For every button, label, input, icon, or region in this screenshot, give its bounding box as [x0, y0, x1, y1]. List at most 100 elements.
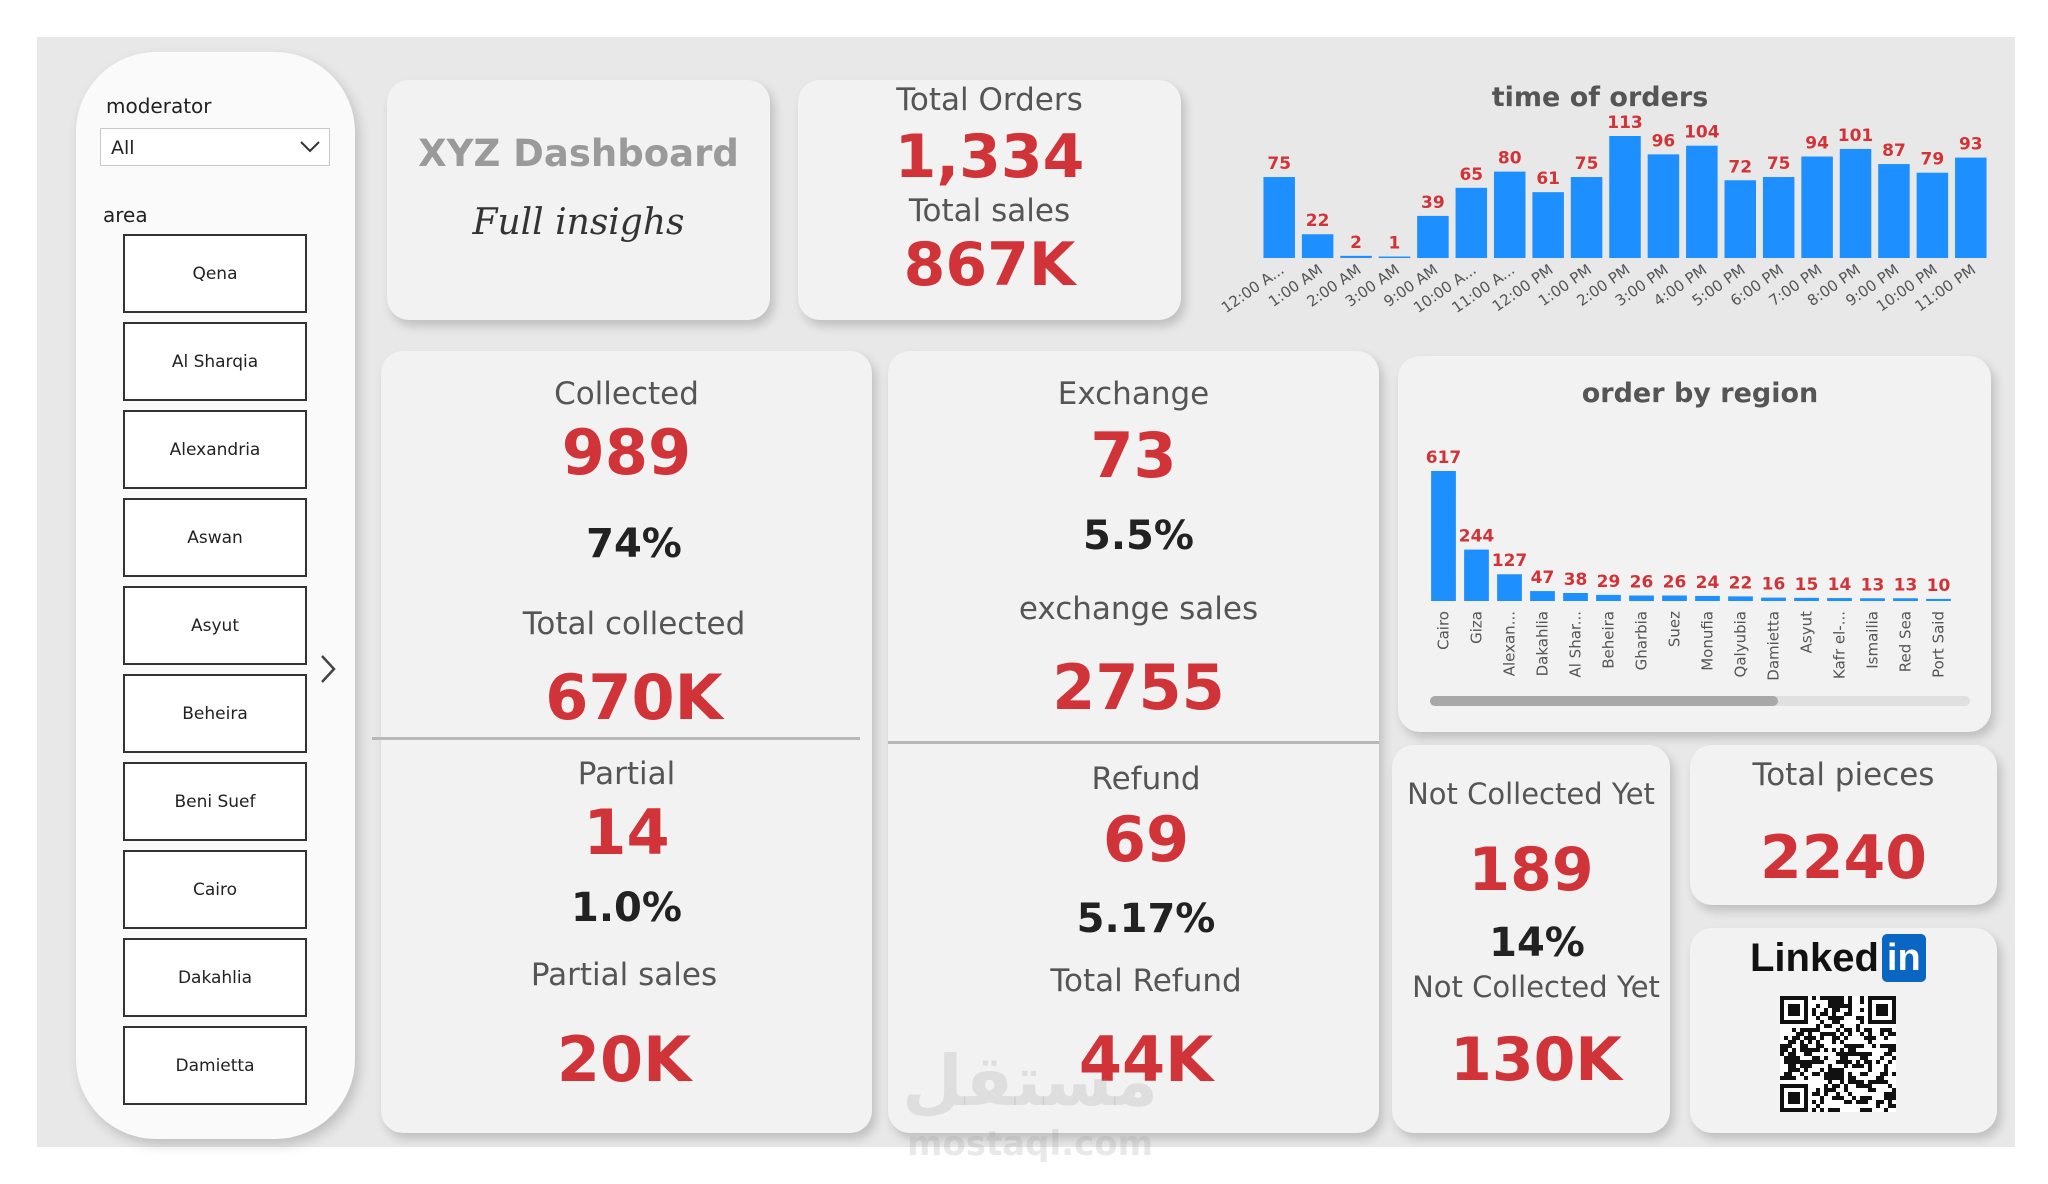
qr-module [1844, 1100, 1848, 1104]
qr-module [1808, 1036, 1812, 1040]
qr-module [1784, 1048, 1788, 1052]
bar-5[interactable] [1455, 187, 1488, 258]
bar-6[interactable] [1493, 171, 1526, 258]
qr-module [1860, 1096, 1864, 1100]
bar-18[interactable] [1955, 157, 1987, 258]
qr-module [1840, 1004, 1844, 1008]
bar-9[interactable] [1609, 136, 1641, 258]
bar-17[interactable] [1916, 172, 1949, 258]
bar-3[interactable] [1530, 591, 1555, 601]
qr-module [1824, 1024, 1828, 1028]
bar-14[interactable] [1893, 598, 1918, 601]
area-button-beni-suef[interactable]: Beni Suef [123, 762, 307, 841]
bar-11[interactable] [1794, 597, 1819, 601]
time-chart-title: time of orders [1492, 82, 1709, 113]
qr-module [1836, 1072, 1840, 1076]
tick-label-8: Monufia [1699, 611, 1717, 671]
bar-7[interactable] [1662, 595, 1687, 601]
area-button-dakahlia[interactable]: Dakahlia [123, 938, 307, 1017]
data-label-9: 22 [1729, 573, 1753, 593]
bar-12[interactable] [1724, 180, 1757, 258]
bar-16[interactable] [1878, 164, 1910, 258]
exchange-percent: 5.5% [1083, 513, 1194, 559]
bar-6[interactable] [1629, 595, 1654, 601]
bar-4[interactable] [1563, 592, 1588, 601]
qr-module [1816, 1088, 1820, 1092]
area-button-aswan[interactable]: Aswan [123, 498, 307, 577]
linkedin-qr-card: Linked in [1690, 928, 1997, 1133]
data-label-14: 94 [1805, 134, 1829, 154]
totals-card: Total Orders 1,334 Total sales 867K [798, 80, 1181, 320]
qr-module [1880, 1076, 1884, 1080]
qr-module [1836, 1020, 1840, 1024]
qr-module [1832, 1016, 1836, 1020]
data-label-2: 127 [1492, 551, 1528, 571]
qr-module [1848, 1100, 1852, 1104]
tick-label-3: Dakahlia [1534, 611, 1552, 676]
qr-module [1880, 1028, 1884, 1032]
bar-5[interactable] [1596, 594, 1621, 601]
qr-module [1888, 1084, 1892, 1088]
qr-module [1784, 1056, 1788, 1060]
linkedin-wordmark: Linked [1750, 935, 1879, 980]
bar-10[interactable] [1761, 597, 1786, 601]
total-refund-value: 44K [1078, 1023, 1214, 1096]
bar-3[interactable] [1378, 256, 1411, 259]
data-label-5: 29 [1597, 572, 1621, 592]
qr-module [1836, 1108, 1840, 1112]
qr-module [1820, 1068, 1824, 1072]
bar-15[interactable] [1839, 148, 1872, 258]
bar-0[interactable] [1263, 177, 1295, 258]
bar-2[interactable] [1497, 574, 1522, 601]
area-button-damietta[interactable]: Damietta [123, 1026, 307, 1105]
bar-1[interactable] [1464, 549, 1489, 601]
qr-module [1848, 1060, 1852, 1064]
bar-8[interactable] [1695, 595, 1720, 601]
qr-module [1832, 1008, 1836, 1012]
area-button-beheira[interactable]: Beheira [123, 674, 307, 753]
qr-module [1860, 1080, 1864, 1084]
area-button-asyut[interactable]: Asyut [123, 586, 307, 665]
bar-15[interactable] [1926, 598, 1951, 601]
moderator-dropdown[interactable]: All [100, 128, 330, 166]
qr-module [1840, 1076, 1844, 1080]
tick-label-2: Alexan... [1501, 611, 1519, 676]
qr-module [1848, 1072, 1852, 1076]
qr-module [1860, 1072, 1864, 1076]
area-button-cairo[interactable]: Cairo [123, 850, 307, 929]
bar-11[interactable] [1686, 145, 1718, 258]
qr-module [1824, 1084, 1828, 1088]
area-button-al-sharqia[interactable]: Al Sharqia [123, 322, 307, 401]
bar-13[interactable] [1762, 177, 1795, 258]
qr-module [1796, 1036, 1800, 1040]
qr-module [1788, 1056, 1792, 1060]
bar-13[interactable] [1860, 598, 1885, 601]
qr-module [1840, 1052, 1844, 1056]
linkedin-logo[interactable]: Linked in [1750, 930, 1926, 986]
qr-module [1796, 1060, 1800, 1064]
qr-module [1816, 1016, 1820, 1020]
bar-10[interactable] [1647, 154, 1680, 258]
qr-code-icon[interactable] [1780, 996, 1896, 1112]
qr-module [1856, 1016, 1860, 1020]
partial-sales-label: Partial sales [530, 957, 718, 993]
chevron-right-icon[interactable] [316, 652, 340, 686]
bar-4[interactable] [1417, 215, 1449, 258]
bar-1[interactable] [1301, 234, 1334, 258]
area-button-alexandria[interactable]: Alexandria [123, 410, 307, 489]
bar-12[interactable] [1827, 598, 1852, 601]
qr-module [1864, 1028, 1868, 1032]
bar-14[interactable] [1801, 156, 1833, 258]
qr-module [1832, 1040, 1836, 1044]
area-button-qena[interactable]: Qena [123, 234, 307, 313]
bar-7[interactable] [1532, 192, 1564, 258]
bar-9[interactable] [1728, 596, 1753, 601]
linkedin-badge: in [1881, 934, 1926, 982]
bar-0[interactable] [1431, 471, 1456, 601]
bar-2[interactable] [1340, 255, 1372, 258]
bar-8[interactable] [1570, 177, 1603, 258]
qr-module [1864, 1084, 1868, 1088]
qr-module [1828, 1024, 1832, 1028]
not-collected-label-2: Not Collected Yet [1412, 970, 1660, 1004]
qr-module [1852, 1044, 1856, 1048]
